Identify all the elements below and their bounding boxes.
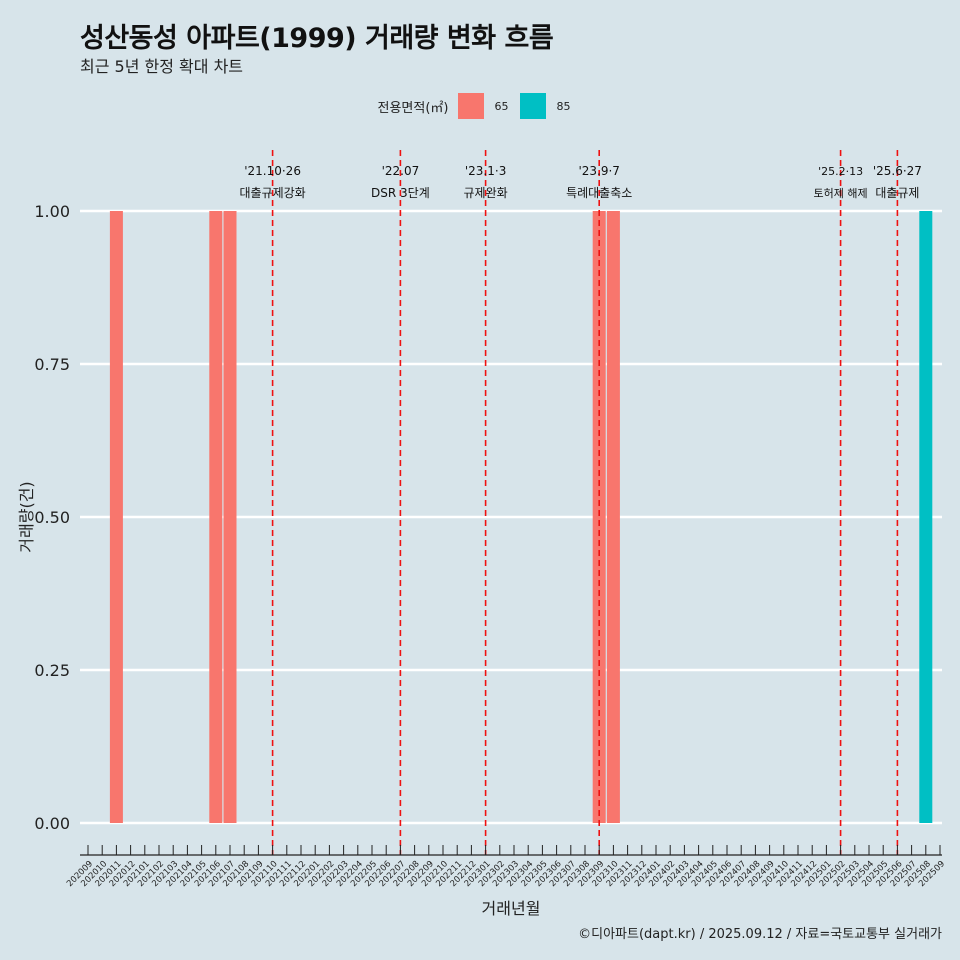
event-label: 대출규제강화 (239, 186, 305, 200)
caption: ©디아파트(dapt.kr) / 2025.09.12 / 자료=국토교통부 실… (578, 927, 942, 942)
y-tick-label: 1.00 (34, 202, 70, 221)
legend-swatch-65 (458, 93, 485, 119)
y-tick-label: 0.25 (34, 661, 70, 680)
event-label: 대출규제 (875, 186, 919, 200)
y-tick-label: 0.50 (34, 508, 70, 527)
legend-title: 전용면적(㎡) (377, 100, 449, 116)
bar-65-202011 (109, 211, 123, 823)
bar-85-202508 (919, 211, 933, 823)
event-label: 규제완화 (464, 186, 508, 200)
event-date: '25.2·13 (818, 165, 863, 178)
x-axis-title: 거래년월 (482, 899, 541, 918)
legend: 전용면적(㎡) 65 85 (0, 93, 960, 119)
chart-subtitle: 최근 5년 한정 확대 차트 (80, 57, 244, 76)
chart-title: 성산동성 아파트(1999) 거래량 변화 흐름 (80, 23, 554, 54)
event-label: 특례대출축소 (566, 186, 632, 200)
y-tick-label: 0.00 (34, 814, 70, 833)
event-date: '22.07 (382, 164, 420, 178)
event-date: '23.1·3 (465, 164, 506, 178)
y-axis-title: 거래량(건) (17, 481, 36, 552)
event-date: '21.10·26 (244, 164, 301, 178)
bar-65-202107 (223, 211, 237, 823)
bar-65-202309 (592, 211, 606, 823)
bar-65-202310 (606, 211, 620, 823)
legend-label-65: 65 (494, 99, 509, 113)
event-date: '25.6·27 (873, 164, 922, 178)
bar-65-202106 (209, 211, 223, 823)
legend-swatch-85 (520, 93, 547, 119)
event-label: DSR 3단계 (371, 186, 430, 200)
event-date: '23.9·7 (578, 164, 619, 178)
event-label: 토허제 해제 (814, 186, 868, 200)
y-tick-label: 0.75 (34, 355, 70, 374)
legend-label-85: 85 (556, 99, 571, 113)
